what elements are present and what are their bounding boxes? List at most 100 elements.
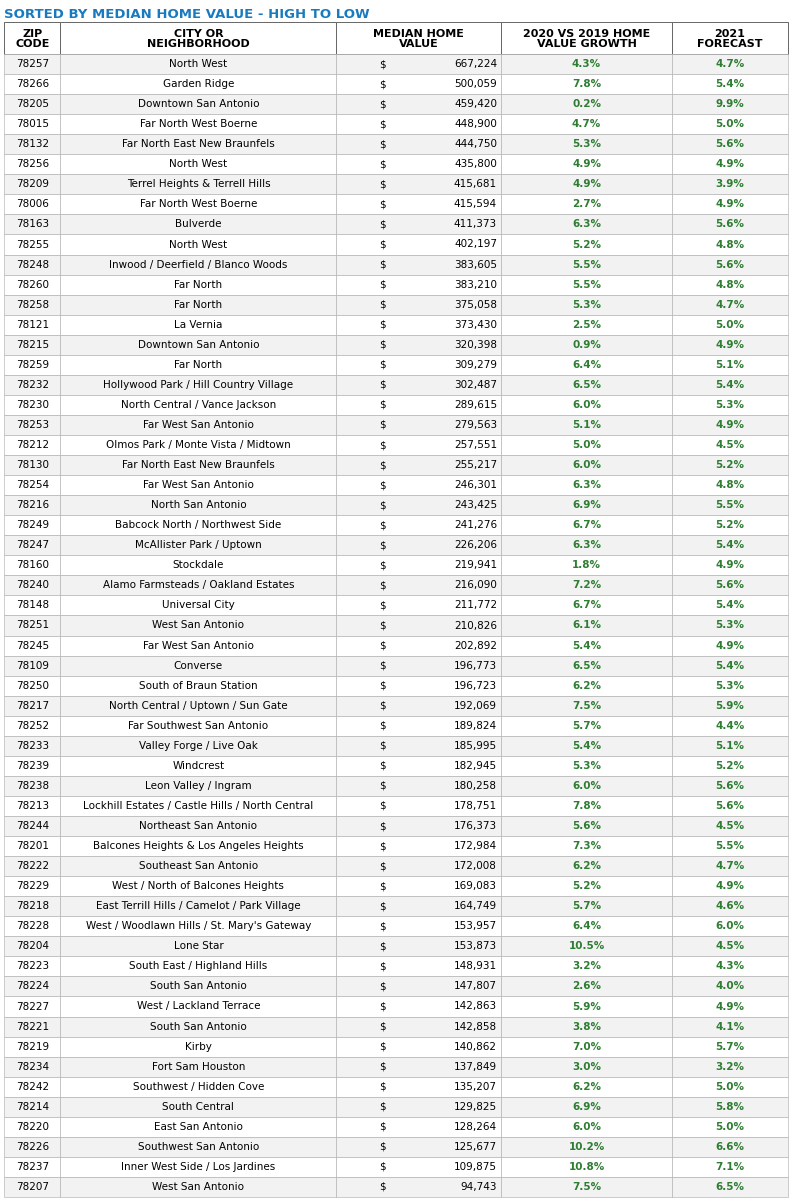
- Text: 5.1%: 5.1%: [715, 360, 744, 370]
- Text: 289,615: 289,615: [454, 400, 497, 410]
- Bar: [501, 54, 672, 74]
- Text: 78252: 78252: [16, 721, 49, 730]
- Text: North West: North West: [169, 239, 227, 250]
- Bar: [672, 555, 788, 575]
- Bar: [501, 495, 672, 515]
- Text: $: $: [379, 100, 386, 109]
- Bar: [501, 234, 672, 255]
- Bar: [501, 836, 672, 856]
- Bar: [672, 596, 788, 615]
- Bar: [672, 877, 788, 896]
- Text: Far North: Far North: [174, 280, 223, 289]
- Bar: [501, 294, 672, 315]
- Text: $: $: [379, 500, 386, 510]
- Bar: [337, 896, 501, 916]
- Text: 5.7%: 5.7%: [715, 1041, 744, 1052]
- Bar: [672, 1097, 788, 1117]
- Text: 148,931: 148,931: [454, 961, 497, 972]
- Text: 383,210: 383,210: [454, 280, 497, 289]
- Text: 78255: 78255: [16, 239, 49, 250]
- Bar: [501, 596, 672, 615]
- Text: 78209: 78209: [16, 179, 49, 190]
- Text: 78217: 78217: [16, 700, 49, 711]
- Text: $: $: [379, 661, 386, 670]
- Text: East San Antonio: East San Antonio: [154, 1122, 243, 1131]
- Text: 164,749: 164,749: [454, 901, 497, 912]
- Text: 279,563: 279,563: [454, 420, 497, 430]
- Bar: [672, 255, 788, 275]
- Bar: [337, 476, 501, 495]
- Bar: [60, 476, 337, 495]
- Text: 78207: 78207: [16, 1182, 49, 1191]
- Text: 0.9%: 0.9%: [572, 340, 601, 349]
- Bar: [337, 294, 501, 315]
- Bar: [672, 695, 788, 716]
- Text: Southwest San Antonio: Southwest San Antonio: [138, 1142, 259, 1152]
- Text: $: $: [379, 199, 386, 209]
- Text: 178,751: 178,751: [454, 801, 497, 811]
- Text: Far West San Antonio: Far West San Antonio: [143, 420, 254, 430]
- Text: 6.0%: 6.0%: [715, 921, 744, 931]
- Text: 4.7%: 4.7%: [715, 300, 744, 310]
- Bar: [60, 515, 337, 536]
- Text: 5.2%: 5.2%: [715, 460, 744, 470]
- Bar: [4, 776, 60, 796]
- Bar: [672, 976, 788, 997]
- Text: 4.8%: 4.8%: [715, 480, 744, 490]
- Text: 202,892: 202,892: [454, 640, 497, 651]
- Text: $: $: [379, 761, 386, 771]
- Text: 6.2%: 6.2%: [572, 681, 601, 691]
- Bar: [337, 154, 501, 174]
- Text: 4.9%: 4.9%: [715, 561, 744, 570]
- Text: Stockdale: Stockdale: [173, 561, 224, 570]
- Text: South of Braun Station: South of Braun Station: [139, 681, 257, 691]
- Bar: [501, 716, 672, 736]
- Text: 94,743: 94,743: [461, 1182, 497, 1191]
- Text: 5.3%: 5.3%: [572, 761, 601, 771]
- Bar: [501, 877, 672, 896]
- Text: $: $: [379, 921, 386, 931]
- Bar: [60, 1076, 337, 1097]
- Text: West / North of Balcones Heights: West / North of Balcones Heights: [112, 882, 284, 891]
- Text: 78248: 78248: [16, 259, 49, 269]
- Bar: [4, 515, 60, 536]
- Text: Hollywood Park / Hill Country Village: Hollywood Park / Hill Country Village: [104, 380, 294, 390]
- Text: $: $: [379, 239, 386, 250]
- Bar: [337, 615, 501, 635]
- Text: 4.8%: 4.8%: [715, 239, 744, 250]
- Text: Lone Star: Lone Star: [173, 942, 223, 951]
- Text: 78215: 78215: [16, 340, 49, 349]
- Text: Southwest / Hidden Cove: Southwest / Hidden Cove: [133, 1082, 264, 1092]
- Text: 4.9%: 4.9%: [715, 199, 744, 209]
- Text: 7.1%: 7.1%: [715, 1161, 744, 1172]
- Text: $: $: [379, 220, 386, 229]
- Text: $: $: [379, 801, 386, 811]
- Bar: [501, 755, 672, 776]
- Text: 78227: 78227: [16, 1002, 49, 1011]
- Text: 78260: 78260: [16, 280, 49, 289]
- Bar: [337, 877, 501, 896]
- Text: 4.3%: 4.3%: [715, 961, 744, 972]
- Text: 78222: 78222: [16, 861, 49, 871]
- Bar: [501, 536, 672, 555]
- Text: Inwood / Deerfield / Blanco Woods: Inwood / Deerfield / Blanco Woods: [109, 259, 287, 269]
- Bar: [501, 615, 672, 635]
- Text: 180,258: 180,258: [454, 781, 497, 791]
- Bar: [60, 215, 337, 234]
- Bar: [337, 676, 501, 695]
- Text: Alamo Farmsteads / Oakland Estates: Alamo Farmsteads / Oakland Estates: [103, 580, 294, 591]
- Text: 5.7%: 5.7%: [572, 901, 601, 912]
- Bar: [672, 736, 788, 755]
- Text: 4.5%: 4.5%: [715, 440, 744, 450]
- Bar: [4, 736, 60, 755]
- Bar: [337, 435, 501, 455]
- Bar: [672, 375, 788, 395]
- Bar: [4, 174, 60, 195]
- Bar: [501, 695, 672, 716]
- Text: $: $: [379, 1062, 386, 1071]
- Bar: [4, 836, 60, 856]
- Bar: [501, 1016, 672, 1036]
- Bar: [4, 716, 60, 736]
- Text: Bulverde: Bulverde: [175, 220, 222, 229]
- Text: 78204: 78204: [16, 942, 49, 951]
